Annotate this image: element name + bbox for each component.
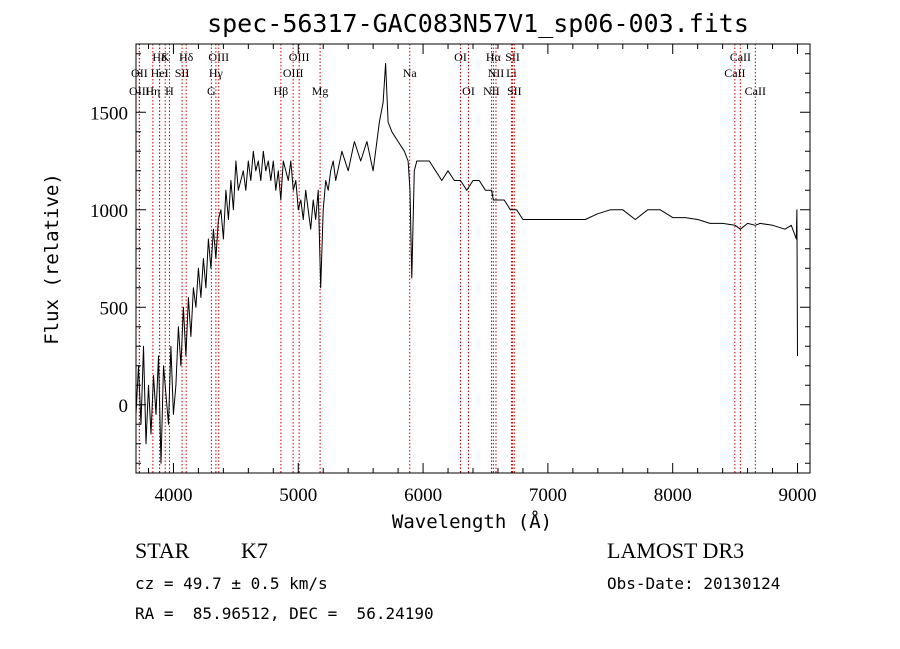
line-label-0: Hδ — [152, 50, 167, 64]
subclass-label: K7 — [241, 538, 268, 563]
x-tick-label-1: 5000 — [279, 485, 317, 506]
line-label-21: G — [207, 84, 216, 98]
x-tick-label-4: 8000 — [654, 485, 692, 506]
line-label-7: SII — [505, 50, 520, 64]
x-tick-label-5: 9000 — [779, 485, 817, 506]
line-label-6: Hα — [486, 50, 502, 64]
line-label-24: OI — [462, 84, 475, 98]
x-tick-label-0: 4000 — [154, 485, 192, 506]
y-tick-label-2: 1000 — [90, 201, 128, 222]
line-label-11: SII — [175, 66, 190, 80]
redshift-value: cz = 49.7 ± 0.5 km/s — [135, 574, 328, 593]
chart-title: spec-56317-GAC083N57V1_sp06-003.fits — [207, 9, 749, 38]
line-label-25: NII — [483, 84, 500, 98]
line-label-1: K — [161, 50, 170, 64]
line-label-12: Hγ — [209, 66, 224, 80]
plot-frame — [135, 43, 811, 474]
y-axis-label: Flux (relative) — [41, 173, 63, 345]
y-tick-label-1: 500 — [100, 298, 129, 319]
x-tick-label-3: 7000 — [529, 485, 567, 506]
line-label-17: CaII — [724, 66, 745, 80]
line-label-3: OIII — [208, 50, 229, 64]
y-tick-label-0: 0 — [119, 396, 129, 417]
x-axis-label: Wavelength (Å) — [392, 510, 552, 533]
series-line-0 — [135, 63, 798, 464]
line-label-26: SII — [507, 84, 522, 98]
line-label-16: Li — [506, 66, 517, 80]
survey-label: LAMOST DR3 — [607, 538, 745, 563]
line-label-8: CaII — [730, 50, 751, 64]
axis-ticks: 4000 5000 6000 7000 8000 9000 0 500 1000 1500 — [90, 44, 817, 506]
spectrum-series — [135, 63, 798, 464]
line-label-2: Hδ — [179, 50, 194, 64]
line-label-15: NII — [488, 66, 505, 80]
x-tick-label-2: 6000 — [404, 485, 442, 506]
line-label-13: OIII — [283, 66, 304, 80]
y-tick-label-3: 1500 — [90, 103, 128, 124]
line-label-20: H — [165, 84, 174, 98]
line-label-19: Hη — [145, 84, 160, 98]
coordinates: RA = 85.96512, DEC = 56.24190 — [135, 604, 434, 623]
class-label: STAR — [135, 538, 190, 563]
line-label-5: OI — [454, 50, 467, 64]
line-label-10: HeI — [151, 66, 169, 80]
line-label-22: Hβ — [274, 84, 289, 98]
line-label-27: CaII — [745, 84, 766, 98]
obs-date: Obs-Date: 20130124 — [607, 574, 781, 593]
line-label-4: OIII — [289, 50, 310, 64]
line-label-18: OIII — [129, 84, 150, 98]
line-label-14: Na — [403, 66, 418, 80]
line-label-23: Mg — [312, 84, 329, 98]
